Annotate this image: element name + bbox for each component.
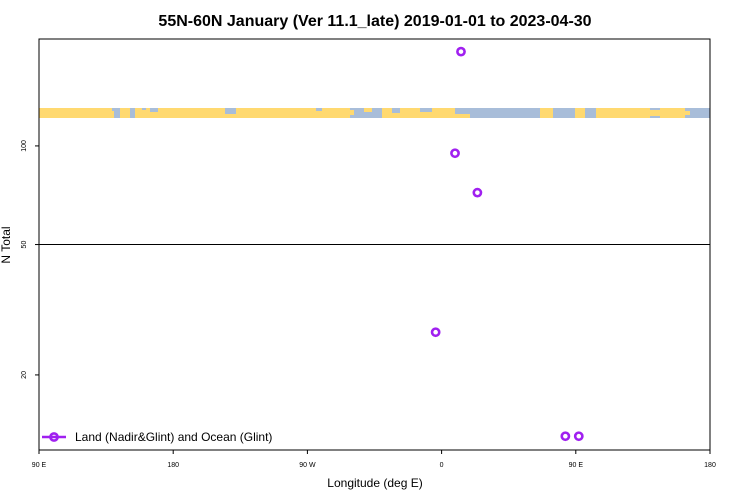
y-axis: 20 50 100 [21, 140, 39, 379]
legend: Land (Nadir&Glint) and Ocean (Glint) [42, 430, 272, 444]
land-segment [146, 108, 150, 118]
land-segment [225, 114, 236, 118]
map-strip [39, 108, 710, 118]
legend-label: Land (Nadir&Glint) and Ocean (Glint) [75, 430, 272, 444]
x-tick-label: 90 E [32, 462, 47, 469]
x-tick-label: 0 [440, 462, 444, 469]
data-points [430, 46, 584, 442]
land-segment [142, 110, 146, 118]
land-segment [350, 110, 354, 115]
land-segment [120, 108, 130, 118]
land-segment [420, 112, 432, 118]
land-segment [455, 114, 470, 118]
land-segment [135, 108, 142, 118]
land-segment [660, 108, 672, 118]
legend-marker [49, 432, 59, 442]
land-segment [432, 108, 455, 118]
x-axis: 90 E 180 90 W 0 90 E 180 [32, 450, 716, 469]
y-axis-label: N Total [0, 226, 13, 263]
data-point [472, 187, 483, 198]
ocean-band [39, 108, 710, 118]
chart-title: 55N-60N January (Ver 11.1_late) 2019-01-… [158, 13, 591, 30]
land-segment [322, 108, 350, 118]
land-segment [672, 108, 676, 118]
land-segment [112, 111, 114, 118]
land-segment [400, 108, 420, 118]
land-segment [39, 108, 112, 118]
land-segment [364, 108, 372, 112]
land-segment [575, 108, 585, 118]
land-segment [236, 108, 316, 118]
x-tick-label: 90 W [299, 462, 316, 469]
land-segment [158, 108, 225, 118]
y-tick-label: 50 [21, 241, 28, 249]
land-segment [392, 113, 400, 118]
x-axis-label: Longitude (deg E) [327, 476, 422, 490]
data-point [450, 148, 460, 159]
y-tick-label: 20 [21, 371, 28, 379]
data-point [430, 327, 441, 338]
land-segment [650, 110, 660, 116]
land-segment [150, 112, 158, 118]
data-point [560, 431, 571, 442]
land-segment [676, 108, 685, 118]
x-tick-label: 180 [704, 462, 716, 469]
land-segment [540, 108, 553, 118]
land-segment [596, 108, 650, 118]
data-point [456, 46, 466, 57]
land-segment [685, 111, 690, 115]
y-tick-label: 100 [21, 140, 28, 152]
data-point [573, 431, 584, 442]
land-segment [382, 108, 392, 118]
land-segment [316, 111, 322, 118]
x-tick-label: 180 [167, 462, 179, 469]
x-tick-label: 90 E [569, 462, 584, 469]
